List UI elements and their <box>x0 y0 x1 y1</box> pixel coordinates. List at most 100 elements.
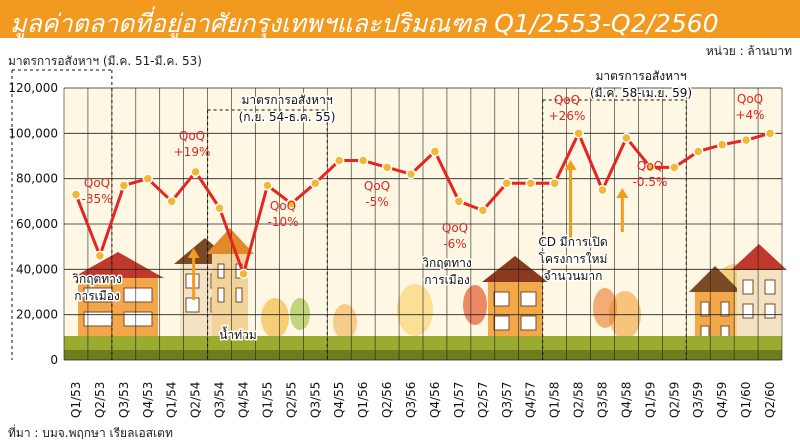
x-tick-label: Q2/55 <box>284 382 298 418</box>
x-tick-label: Q2/56 <box>380 382 394 418</box>
house-icon-window <box>123 287 153 303</box>
data-point <box>597 184 608 196</box>
house-icon-roof <box>689 266 741 292</box>
x-tick-label: Q1/58 <box>548 382 562 418</box>
unit-label: หน่วย : ล้านบาท <box>705 44 792 58</box>
data-point <box>357 155 369 166</box>
arrow-icon-head <box>187 248 200 258</box>
x-tick-label: Q2/58 <box>572 382 586 418</box>
data-point <box>429 146 441 157</box>
event-label: มาตรการอสังหาฯ <box>595 69 686 83</box>
x-tick-label: Q1/57 <box>452 382 466 418</box>
x-tick-label: Q1/56 <box>356 382 370 418</box>
qoq-label: QoQ <box>270 199 296 213</box>
data-point <box>94 250 106 261</box>
event-label: โครงการใหม่ <box>539 252 608 266</box>
house-icon-roof <box>731 244 787 270</box>
x-tick-label: Q4/56 <box>428 382 442 418</box>
x-tick-label: Q4/54 <box>237 382 251 418</box>
tree-icon <box>463 285 487 325</box>
data-point <box>286 198 297 209</box>
qoq-label: QoQ <box>179 129 205 143</box>
x-tick-label: Q1/53 <box>69 382 83 418</box>
tree-icon <box>593 288 617 328</box>
house-icon-window <box>742 303 754 319</box>
arrow-icon-head <box>564 160 577 170</box>
x-tick-label: Q1/59 <box>643 382 657 418</box>
y-tick-label: 120,000 <box>8 81 58 95</box>
x-tick-label: Q2/53 <box>93 382 107 418</box>
qoq-value: -0.5% <box>633 175 668 189</box>
house-icon-roof <box>72 252 164 278</box>
data-point <box>740 134 752 146</box>
tree-icon <box>397 284 433 336</box>
house-icon-window <box>235 287 243 303</box>
house-icon-window <box>764 279 776 295</box>
x-tick-label: Q1/55 <box>260 382 274 418</box>
data-point <box>573 128 584 139</box>
x-tick-label: Q3/59 <box>691 382 705 418</box>
data-point <box>621 132 632 144</box>
house-icon-window <box>185 297 200 313</box>
qoq-value: +26% <box>549 109 586 123</box>
event-label: มาตรการอสังหาฯ <box>241 93 332 107</box>
qoq-value: -6% <box>443 237 466 251</box>
house-icon-window <box>217 263 225 279</box>
data-point <box>501 177 513 189</box>
data-point <box>333 155 345 166</box>
arrow-icon-head <box>616 188 629 198</box>
event-label: จำนวนมาก <box>544 269 603 283</box>
qoq-value: -10% <box>267 215 298 229</box>
y-tick-label: 40,000 <box>16 262 58 276</box>
y-tick-label: 80,000 <box>16 172 58 186</box>
qoq-label: QoQ <box>637 159 663 173</box>
data-point <box>310 177 321 189</box>
qoq-label: QoQ <box>84 176 110 190</box>
x-tick-label: Q3/56 <box>404 382 418 418</box>
data-point <box>118 180 130 191</box>
data-point <box>166 196 177 207</box>
x-tick-label: Q3/57 <box>500 382 514 418</box>
data-point <box>453 196 465 207</box>
data-point <box>405 168 417 180</box>
x-tick-label: Q4/58 <box>619 382 633 418</box>
data-point <box>70 189 82 200</box>
data-point <box>238 268 249 280</box>
tree-icon <box>290 298 310 330</box>
house-icon-window <box>217 287 225 303</box>
data-point <box>692 146 704 157</box>
x-tick-label: Q4/59 <box>715 382 729 418</box>
qoq-value: +4% <box>735 108 764 122</box>
qoq-value: -5% <box>365 195 388 209</box>
y-tick-label: 60,000 <box>16 217 58 231</box>
data-point <box>549 177 560 189</box>
data-point <box>214 202 225 214</box>
event-label: (มี.ค. 58-เม.ย. 59) <box>590 86 692 100</box>
house-icon-window <box>742 279 754 295</box>
house-icon-window <box>520 291 537 307</box>
data-point <box>716 139 728 150</box>
qoq-label: QoQ <box>554 93 580 107</box>
data-point <box>669 162 680 173</box>
event-label: CD มีการเปิด <box>538 235 607 249</box>
x-tick-label: Q3/58 <box>596 382 610 418</box>
x-tick-label: Q2/59 <box>667 382 681 418</box>
x-tick-label: Q3/55 <box>308 382 322 418</box>
qoq-value: +19% <box>174 145 211 159</box>
tree-icon <box>261 298 289 338</box>
x-tick-label: Q2/57 <box>476 382 490 418</box>
data-point <box>525 177 536 189</box>
title-bar: มูลค่าตลาดที่อยู่อาศัยกรุงเทพฯและปริมณฑล… <box>0 0 800 38</box>
qoq-label: QoQ <box>442 221 468 235</box>
house-icon-window <box>493 291 510 307</box>
x-tick-label: Q4/53 <box>141 382 155 418</box>
data-point <box>381 162 393 173</box>
chart-title: มูลค่าตลาดที่อยู่อาศัยกรุงเทพฯและปริมณฑล… <box>10 9 719 38</box>
y-tick-label: 100,000 <box>8 126 58 140</box>
data-point <box>190 166 201 178</box>
data-point <box>764 128 776 139</box>
qoq-label: QoQ <box>364 179 390 193</box>
data-point <box>142 173 154 184</box>
event-label: วิกฤตทาง <box>72 272 122 286</box>
